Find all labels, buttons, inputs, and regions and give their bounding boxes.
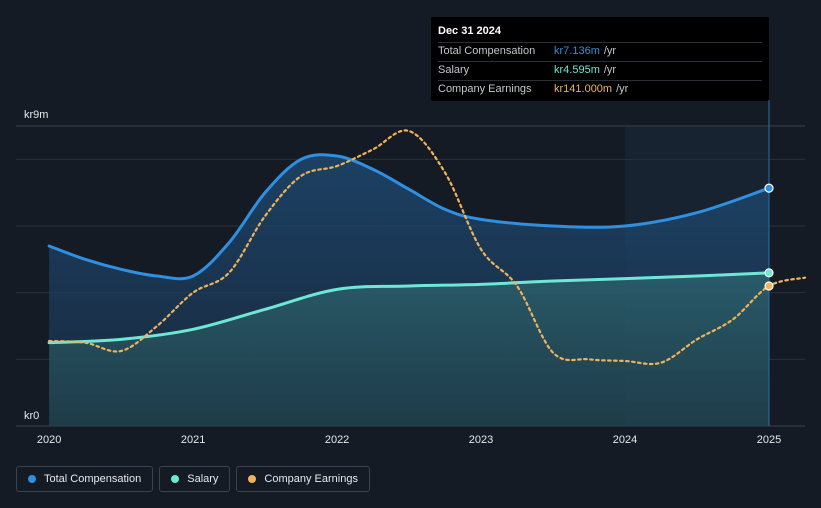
chart-legend: Total Compensation Salary Company Earnin…	[16, 466, 370, 492]
x-tick-label: 2025	[757, 434, 781, 446]
chart-tooltip: Dec 31 2024 Total Compensation kr7.136m …	[431, 17, 769, 101]
tooltip-label: Company Earnings	[438, 83, 532, 95]
tooltip-row-company-earnings: Company Earnings kr141.000m /yr	[438, 81, 762, 99]
x-tick-label: 2021	[181, 434, 205, 446]
tooltip-row-salary: Salary kr4.595m /yr	[438, 62, 762, 81]
tooltip-value: kr7.136m	[554, 45, 600, 57]
y-tick-label: kr0	[24, 410, 39, 422]
legend-label: Total Compensation	[44, 473, 142, 485]
salary-line	[47, 271, 771, 345]
total-compensation-point	[764, 183, 774, 193]
y-tick-label: kr9m	[24, 109, 48, 121]
x-tick-label: 2023	[469, 434, 493, 446]
company-earnings-line	[48, 129, 807, 366]
tooltip-unit: /yr	[603, 64, 617, 76]
legend-dot-icon	[171, 475, 180, 483]
tooltip-label: Total Compensation	[438, 45, 536, 57]
tooltip-label: Salary	[438, 64, 470, 76]
legend-item-total-compensation[interactable]: Total Compensation	[16, 466, 154, 492]
tooltip-unit: /yr	[603, 45, 617, 57]
tooltip-value: kr141.000m	[554, 83, 613, 95]
company-earnings-point	[764, 281, 774, 291]
legend-dot-icon	[248, 475, 257, 483]
salary-area	[49, 272, 770, 426]
tooltip-value: kr4.595m	[554, 64, 600, 76]
tooltip-unit: /yr	[616, 83, 629, 95]
legend-item-salary[interactable]: Salary	[159, 466, 231, 492]
x-tick-label: 2022	[325, 434, 349, 446]
tooltip-row-total-compensation: Total Compensation kr7.136m /yr	[438, 43, 762, 62]
salary-point	[764, 268, 774, 278]
legend-dot-icon	[28, 475, 36, 483]
x-tick-label: 2024	[613, 434, 637, 446]
x-tick-label: 2020	[37, 434, 61, 446]
total-compensation-line	[47, 153, 771, 281]
compensation-chart: kr0 kr9m 2020 2021 2022 2023 2024 2025	[16, 100, 807, 446]
legend-label: Salary	[187, 473, 219, 485]
legend-item-company-earnings[interactable]: Company Earnings	[236, 466, 370, 492]
legend-label: Company Earnings	[264, 473, 358, 485]
tooltip-date: Dec 31 2024	[438, 24, 762, 43]
